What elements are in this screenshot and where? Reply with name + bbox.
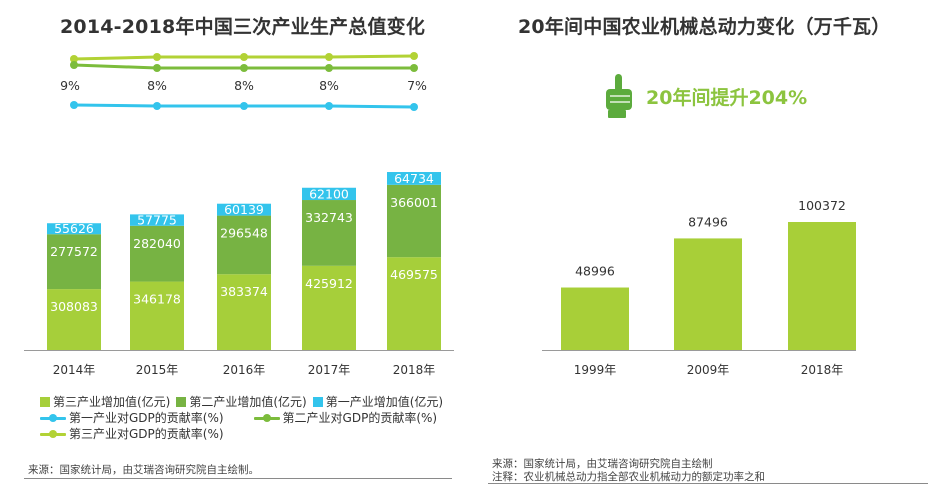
bar-secondary-3	[302, 200, 356, 266]
bar-label-secondary-1: 282040	[133, 236, 181, 251]
x-tick-0: 1999年	[574, 363, 617, 377]
legend-tertiary-rate-label: 第三产业对GDP的贡献率(%)	[69, 427, 224, 441]
x-tick-1: 2009年	[687, 363, 730, 377]
x-tick-4: 2018年	[393, 363, 436, 377]
line-point-secondary-2	[240, 64, 248, 72]
legend-line-primary	[40, 413, 66, 423]
legend-tertiary-rate: 第三产业对GDP的贡献率(%)	[40, 425, 224, 442]
bar-label-2: 100372	[798, 198, 846, 213]
bar-label-1: 87496	[688, 214, 728, 229]
growth-highlight-text: 20年间提升204%	[646, 86, 808, 109]
bar-2	[788, 222, 856, 350]
bar-primary-2	[217, 203, 271, 216]
left-chart: 308083 277572 55626 2014年 346178 282040 57775 2…	[24, 52, 454, 377]
bar-secondary-2	[217, 215, 271, 275]
line-point-primary-2	[240, 102, 248, 110]
x-tick-2: 2016年	[223, 363, 266, 377]
legend-secondary-rate-label: 第二产业对GDP的贡献率(%)	[282, 411, 438, 425]
legend-primary-rate: 第一产业对GDP的贡献率(%)	[40, 409, 224, 426]
legend-swatch-secondary	[176, 396, 187, 407]
legend-primary-value-label: 第一产业增加值(亿元)	[325, 395, 444, 409]
bar-tertiary-1	[130, 281, 184, 350]
bar-tertiary-2	[217, 274, 271, 350]
bar-label-tertiary-0: 308083	[50, 299, 98, 314]
bar-label-primary-3: 62100	[309, 186, 349, 201]
bar-label-primary-0: 55626	[54, 221, 94, 236]
bar-label-tertiary-3: 425912	[305, 276, 353, 291]
x-tick-2: 2018年	[801, 363, 844, 377]
rate-label-2: 8%	[234, 78, 254, 93]
x-tick-1: 2015年	[136, 363, 179, 377]
bar-label-secondary-2: 296548	[220, 226, 268, 241]
bar-label-tertiary-4: 469575	[390, 267, 438, 282]
legend-secondary-value: 第二产业增加值(亿元)	[176, 393, 307, 410]
legend-secondary-value-label: 第二产业增加值(亿元)	[189, 395, 307, 409]
x-tick-0: 2014年	[53, 363, 96, 377]
right-source-note: 来源：国家统计局，由艾瑞咨询研究院自主绘制	[492, 458, 713, 470]
legend-row-1: 第三产业增加值(亿元) 第二产业增加值(亿元) 第一产业增加值(亿元)	[40, 393, 449, 410]
rate-label-0: 9%	[60, 78, 80, 93]
left-source-note: 来源：国家统计局，由艾瑞咨询研究院自主绘制。	[28, 464, 259, 476]
right-chart: 48996 1999年 87496 2009年 100372 2018年	[542, 198, 856, 377]
rate-label-3: 8%	[319, 78, 339, 93]
line-point-secondary-4	[410, 64, 418, 72]
bar-1	[674, 238, 742, 350]
bar-primary-3	[302, 187, 356, 201]
rate-label-1: 8%	[147, 78, 167, 93]
bar-tertiary-4	[387, 257, 441, 350]
bar-label-tertiary-1: 346178	[133, 292, 181, 307]
bar-label-primary-2: 60139	[224, 202, 264, 217]
line-point-secondary-3	[325, 64, 333, 72]
growth-highlight: 20年间提升204%	[604, 74, 807, 118]
bar-tertiary-3	[302, 265, 356, 350]
line-point-secondary-1	[153, 64, 161, 72]
bar-primary-0	[47, 223, 101, 235]
bar-tertiary-0	[47, 289, 101, 350]
legend-primary-rate-label: 第一产业对GDP的贡献率(%)	[69, 411, 224, 425]
x-tick-3: 2017年	[308, 363, 351, 377]
bar-label-tertiary-2: 383374	[220, 284, 268, 299]
left-bottom-rule	[24, 478, 452, 479]
bar-label-secondary-0: 277572	[50, 244, 98, 259]
bar-label-0: 48996	[575, 264, 615, 279]
bar-secondary-4	[387, 184, 441, 258]
line-point-tertiary-3	[325, 53, 333, 61]
right-chart-title: 20年间中国农业机械总动力变化（万千瓦）	[518, 16, 891, 38]
right-footnote: 注释：农业机械总动力指全部农业机械动力的额定功率之和	[492, 471, 765, 483]
line-point-primary-4	[410, 103, 418, 111]
line-point-primary-3	[325, 102, 333, 110]
bar-secondary-1	[130, 225, 184, 282]
legend-swatch-primary	[312, 396, 323, 407]
legend-row-2: 第一产业对GDP的贡献率(%) 第二产业对GDP的贡献率(%)	[40, 409, 443, 426]
line-point-tertiary-4	[410, 52, 418, 60]
rate-label-4: 7%	[407, 78, 427, 93]
bar-0	[561, 287, 629, 350]
bar-label-secondary-3: 332743	[305, 210, 353, 225]
bar-label-secondary-4: 366001	[390, 195, 438, 210]
left-chart-title: 2014-2018年中国三次产业生产总值变化	[60, 16, 426, 38]
line-point-primary-1	[153, 102, 161, 110]
bar-label-primary-1: 57775	[137, 213, 177, 228]
bar-secondary-0	[47, 234, 101, 290]
legend-primary-value: 第一产业增加值(亿元)	[312, 393, 444, 410]
line-point-secondary-0	[70, 61, 78, 69]
legend-secondary-rate: 第二产业对GDP的贡献率(%)	[253, 409, 438, 426]
line-point-primary-0	[70, 101, 78, 109]
legend-tertiary-value-label: 第三产业增加值(亿元)	[53, 395, 171, 409]
bar-label-primary-4: 64734	[394, 171, 434, 186]
line-point-tertiary-2	[240, 53, 248, 61]
line-point-tertiary-0	[70, 55, 78, 63]
thumbs-up-icon	[606, 74, 632, 118]
legend-line-secondary	[253, 413, 280, 423]
legend-tertiary-value: 第三产业增加值(亿元)	[40, 393, 170, 410]
bar-primary-4	[387, 172, 441, 185]
line-point-tertiary-1	[153, 53, 161, 61]
legend-line-tertiary	[40, 429, 66, 439]
legend-swatch-tertiary	[40, 396, 50, 407]
legend-row-3: 第三产业对GDP的贡献率(%)	[40, 425, 230, 442]
bar-primary-1	[130, 214, 184, 226]
